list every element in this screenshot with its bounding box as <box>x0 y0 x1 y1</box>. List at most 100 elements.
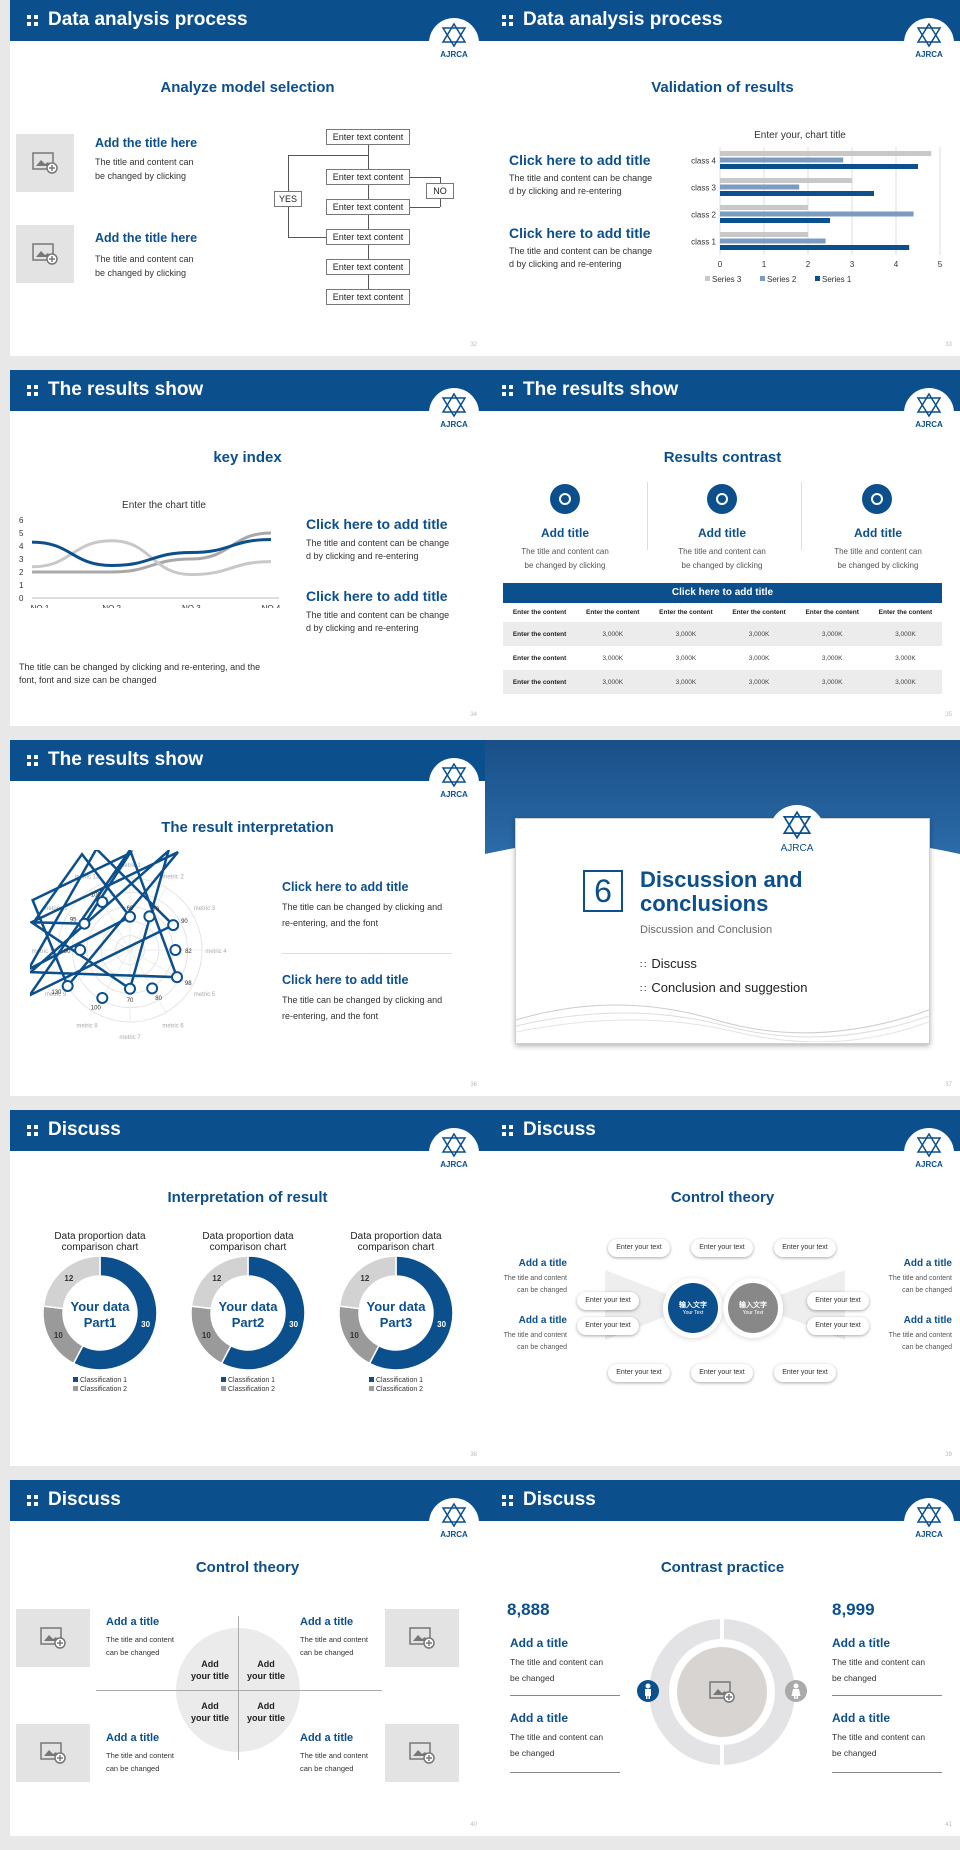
chart-note: The title can be changed by clicking and… <box>19 662 261 672</box>
table-row[interactable]: Enter the content 3,000K 3,000K 3,000K 3,000… <box>503 670 942 694</box>
text-pill[interactable]: Enter your text <box>691 1239 753 1257</box>
text-pill[interactable]: Enter your text <box>774 1364 836 1382</box>
image-placeholder[interactable] <box>16 1724 90 1782</box>
item-title[interactable]: Add the title here <box>95 136 198 150</box>
logo-text: AJRCA <box>440 1160 468 1169</box>
item-title[interactable]: Click here to add title <box>306 516 448 532</box>
image-add-icon <box>40 1627 66 1649</box>
text-pill[interactable]: Enter your text <box>774 1239 836 1257</box>
image-placeholder[interactable] <box>677 1647 767 1737</box>
table-cell: 3,000K <box>748 654 770 662</box>
data-label: 30 <box>141 1320 150 1329</box>
axis-label: metric 2 <box>162 875 184 881</box>
slide-subtitle[interactable]: Interpretation of result <box>167 1189 328 1206</box>
flow-box[interactable]: Enter text content <box>326 289 410 305</box>
image-placeholder[interactable] <box>16 1609 90 1667</box>
dots-icon <box>27 385 39 397</box>
item-title[interactable]: Click here to add title <box>282 973 409 987</box>
flow-box[interactable]: Enter text content <box>326 129 410 145</box>
center-circle-blue[interactable]: 输入文字 Your Text <box>668 1283 718 1333</box>
side-title[interactable]: Add a title <box>903 1315 952 1326</box>
logo: AJRCA <box>429 1498 479 1548</box>
slide-subtitle[interactable]: key index <box>213 449 282 466</box>
dots-icon <box>502 15 514 27</box>
slide-35: The results show AJRCA Results contrast … <box>485 370 960 726</box>
section-title[interactable]: conclusions <box>640 891 769 916</box>
item-title[interactable]: Add a title <box>510 1636 569 1650</box>
quadrant-label[interactable]: Add your title <box>186 1700 234 1724</box>
slide-subtitle[interactable]: Control theory <box>195 1559 300 1576</box>
text-pill[interactable]: Enter your text <box>807 1292 869 1310</box>
center-circle-grey[interactable]: 输入文字 Your Text <box>728 1283 778 1333</box>
quadrant-label[interactable]: Add your title <box>186 1658 234 1682</box>
donut-center-text: Part2 <box>232 1315 265 1330</box>
slide-subtitle[interactable]: Results contrast <box>663 449 782 466</box>
image-add-icon <box>409 1627 435 1649</box>
tick-label: 2 <box>19 568 24 577</box>
quadrant-label[interactable]: Add your title <box>242 1700 290 1724</box>
image-placeholder[interactable] <box>385 1609 459 1667</box>
page-number: 36 <box>470 1082 477 1088</box>
item-title[interactable]: Add a title <box>832 1711 891 1725</box>
text-pill[interactable]: Enter your text <box>608 1364 670 1382</box>
item-title[interactable]: Click here to add title <box>282 880 409 894</box>
image-placeholder[interactable] <box>385 1724 459 1782</box>
item-title[interactable]: Add a title <box>106 1732 160 1744</box>
table-header-cell: Enter the content <box>805 609 859 616</box>
slide-subtitle[interactable]: The result interpretation <box>161 819 334 836</box>
side-title[interactable]: Add a title <box>518 1258 567 1269</box>
col-title[interactable]: Add title <box>854 526 902 540</box>
item-text: d by clicking and re-entering <box>509 259 622 269</box>
item-title[interactable]: Add a title <box>106 1616 160 1628</box>
item-title[interactable]: Click here to add title <box>509 152 651 168</box>
table-row[interactable]: Enter the content 3,000K 3,000K 3,000K 3,000… <box>503 622 942 646</box>
table-caption[interactable]: Click here to add title <box>503 583 942 603</box>
item-title[interactable]: Add the title here <box>95 231 198 245</box>
section-title[interactable]: Discussion and <box>640 867 803 892</box>
slide-subtitle[interactable]: Control theory <box>670 1189 775 1206</box>
slide-subtitle[interactable]: Contrast practice <box>660 1559 785 1576</box>
slide-subtitle[interactable]: Analyze model selection <box>160 79 335 96</box>
donut-slice <box>190 1255 249 1310</box>
quadrant-label[interactable]: Add your title <box>242 1658 290 1682</box>
item-title[interactable]: Add a title <box>300 1616 354 1628</box>
item-title[interactable]: Add a title <box>300 1732 354 1744</box>
bar <box>720 191 874 196</box>
divider <box>832 1772 942 1773</box>
bar <box>720 157 844 163</box>
donut-slice <box>72 1255 158 1371</box>
donut-center-text: Your data <box>219 1299 279 1314</box>
bullet-item[interactable]: ∷ Discuss <box>640 956 697 971</box>
side-title[interactable]: Add a title <box>518 1315 567 1326</box>
data-label: 12 <box>212 1274 221 1283</box>
side-title[interactable]: Add a title <box>903 1258 952 1269</box>
col-title[interactable]: Add title <box>541 526 589 540</box>
item-title[interactable]: Add a title <box>510 1711 569 1725</box>
text-pill[interactable]: Enter your text <box>577 1317 639 1335</box>
text-pill[interactable]: Enter your text <box>608 1239 670 1257</box>
flow-box[interactable]: Enter text content <box>326 169 410 185</box>
bullet-item[interactable]: ∷ Conclusion and suggestion <box>640 980 808 995</box>
table-row[interactable]: Enter the content 3,000K 3,000K 3,000K 3,000… <box>503 646 942 670</box>
item-title[interactable]: Add a title <box>832 1636 891 1650</box>
image-placeholder[interactable] <box>16 134 74 192</box>
data-label: 90 <box>64 949 71 955</box>
flow-connector <box>368 215 369 229</box>
image-placeholder[interactable] <box>16 225 74 283</box>
flow-box[interactable]: Enter text content <box>326 259 410 275</box>
data-label: 10 <box>202 1331 211 1340</box>
text-pill[interactable]: Enter your text <box>577 1292 639 1310</box>
flow-box[interactable]: Enter text content <box>326 229 410 245</box>
axis-label: metric 4 <box>205 949 227 955</box>
item-text: be changed <box>510 1748 555 1758</box>
text-pill[interactable]: Enter your text <box>691 1364 753 1382</box>
item-title[interactable]: Click here to add title <box>306 588 448 604</box>
text-pill[interactable]: Enter your text <box>807 1317 869 1335</box>
item-title[interactable]: Click here to add title <box>509 225 651 241</box>
item-text: The title and content can be change <box>306 538 450 548</box>
slide-subtitle[interactable]: Validation of results <box>651 79 794 96</box>
legend-item: Classification 2 <box>221 1385 318 1394</box>
donut-center-text: Part1 <box>84 1315 117 1330</box>
col-title[interactable]: Add title <box>698 526 746 540</box>
flow-box[interactable]: Enter text content <box>326 199 410 215</box>
